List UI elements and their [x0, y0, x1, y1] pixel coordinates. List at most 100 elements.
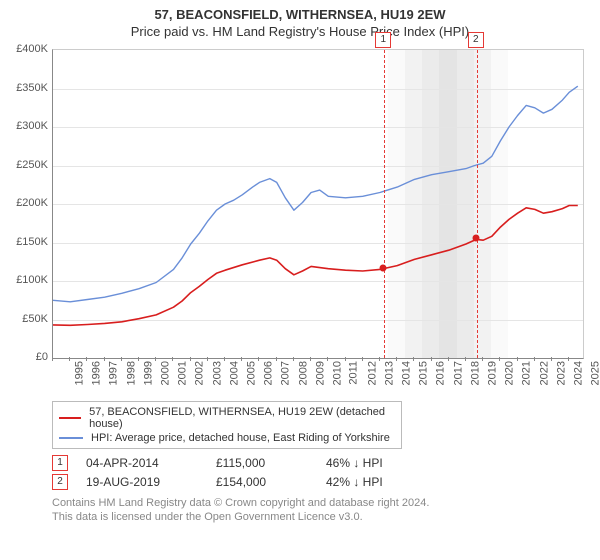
x-axis-label: 2005: [246, 361, 258, 385]
x-tick: [310, 357, 311, 361]
x-axis-label: 2006: [263, 361, 275, 385]
y-axis-label: £200K: [8, 197, 48, 209]
x-axis-label: 2010: [332, 361, 344, 385]
x-tick: [258, 357, 259, 361]
x-tick: [379, 357, 380, 361]
x-axis-label: 2017: [452, 361, 464, 385]
x-axis-label: 2016: [435, 361, 447, 385]
sale-row: 2 19-AUG-2019£154,00042% ↓ HPI: [52, 474, 592, 490]
x-tick: [155, 357, 156, 361]
sale-price: £154,000: [216, 475, 326, 489]
x-axis-label: 2015: [418, 361, 430, 385]
y-axis-label: £300K: [8, 120, 48, 132]
x-axis-label: 2002: [194, 361, 206, 385]
series-hpi: [53, 86, 578, 302]
x-tick: [517, 357, 518, 361]
x-axis-label: 1998: [125, 361, 137, 385]
sale-diff: 42% ↓ HPI: [326, 475, 436, 489]
x-tick: [276, 357, 277, 361]
page: 57, BEACONSFIELD, WITHERNSEA, HU19 2EW P…: [0, 0, 600, 560]
x-axis-label: 2004: [228, 361, 240, 385]
x-axis-label: 2009: [314, 361, 326, 385]
x-axis-label: 2021: [521, 361, 533, 385]
x-tick: [86, 357, 87, 361]
legend-item: 57, BEACONSFIELD, WITHERNSEA, HU19 2EW (…: [59, 405, 395, 431]
sale-marker-badge: 2: [52, 474, 68, 490]
sales-table: 1 04-APR-2014£115,00046% ↓ HPI 2 19-AUG-201…: [52, 455, 592, 490]
x-axis-label: 2025: [590, 361, 600, 385]
x-tick: [104, 357, 105, 361]
legend-swatch: [59, 437, 83, 439]
x-tick: [345, 357, 346, 361]
x-tick: [138, 357, 139, 361]
legend-label: HPI: Average price, detached house, East…: [91, 432, 390, 444]
series-price_paid: [53, 206, 578, 326]
sale-date: 19-AUG-2019: [86, 475, 216, 489]
x-tick: [121, 357, 122, 361]
plot-region: [52, 49, 584, 359]
sale-marker-badge: 1: [52, 455, 68, 471]
footer-line1: Contains HM Land Registry data © Crown c…: [52, 496, 592, 510]
x-tick: [207, 357, 208, 361]
y-axis-label: £50K: [8, 313, 48, 325]
x-tick: [413, 357, 414, 361]
x-tick: [327, 357, 328, 361]
sale-diff: 46% ↓ HPI: [326, 456, 436, 470]
x-tick: [69, 357, 70, 361]
x-axis-label: 2022: [538, 361, 550, 385]
x-axis-label: 2008: [297, 361, 309, 385]
x-tick: [448, 357, 449, 361]
x-axis-label: 2013: [383, 361, 395, 385]
x-tick: [499, 357, 500, 361]
x-tick: [396, 357, 397, 361]
sale-row: 1 04-APR-2014£115,00046% ↓ HPI: [52, 455, 592, 471]
x-tick: [362, 357, 363, 361]
x-axis-label: 2014: [400, 361, 412, 385]
sale-date: 04-APR-2014: [86, 456, 216, 470]
x-tick: [534, 357, 535, 361]
chart-title-subtitle: Price paid vs. HM Land Registry's House …: [8, 24, 592, 39]
x-axis-label: 2001: [177, 361, 189, 385]
x-axis-label: 2024: [573, 361, 585, 385]
x-tick: [482, 357, 483, 361]
x-axis-label: 2023: [555, 361, 567, 385]
x-tick: [52, 357, 53, 361]
legend-swatch: [59, 417, 81, 419]
x-axis-label: 1997: [108, 361, 120, 385]
x-tick: [465, 357, 466, 361]
marker-badge: 1: [375, 32, 391, 48]
footer-line2: This data is licensed under the Open Gov…: [52, 510, 592, 524]
marker-dot: [472, 235, 479, 242]
x-axis-label: 2003: [211, 361, 223, 385]
x-axis-label: 2007: [280, 361, 292, 385]
y-axis-label: £100K: [8, 274, 48, 286]
x-axis-label: 1995: [73, 361, 85, 385]
x-axis-label: 1996: [91, 361, 103, 385]
x-tick: [224, 357, 225, 361]
x-tick: [241, 357, 242, 361]
x-tick: [293, 357, 294, 361]
x-axis-label: 2020: [504, 361, 516, 385]
x-tick: [551, 357, 552, 361]
x-axis-label: 2000: [160, 361, 172, 385]
x-axis-label: 2012: [366, 361, 378, 385]
marker-line: [384, 50, 385, 358]
legend: 57, BEACONSFIELD, WITHERNSEA, HU19 2EW (…: [52, 401, 402, 449]
legend-item: HPI: Average price, detached house, East…: [59, 431, 395, 445]
marker-badge: 2: [468, 32, 484, 48]
legend-label: 57, BEACONSFIELD, WITHERNSEA, HU19 2EW (…: [89, 406, 395, 430]
x-tick: [190, 357, 191, 361]
y-axis-label: £400K: [8, 43, 48, 55]
chart-area: £0£50K£100K£150K£200K£250K£300K£350K£400…: [8, 45, 592, 397]
sale-price: £115,000: [216, 456, 326, 470]
y-axis-label: £150K: [8, 236, 48, 248]
x-axis-label: 2011: [348, 361, 360, 385]
footer: Contains HM Land Registry data © Crown c…: [52, 496, 592, 525]
x-axis-label: 1999: [142, 361, 154, 385]
chart-title-address: 57, BEACONSFIELD, WITHERNSEA, HU19 2EW: [8, 7, 592, 22]
y-axis-label: £350K: [8, 82, 48, 94]
x-axis-label: 2019: [486, 361, 498, 385]
marker-dot: [380, 265, 387, 272]
marker-line: [477, 50, 478, 358]
x-tick: [172, 357, 173, 361]
